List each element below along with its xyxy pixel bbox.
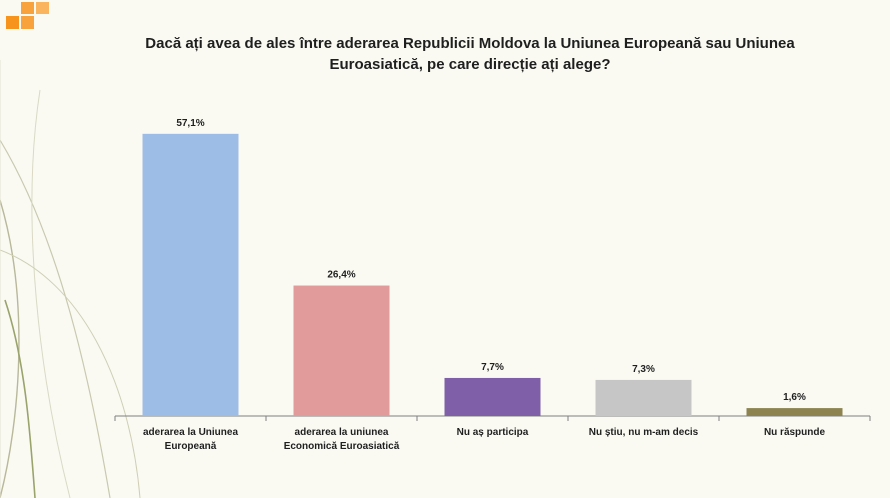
data-label: 7,7% [481,362,504,373]
data-label: 7,3% [632,364,655,375]
chart-title-line-2: Euroasiatică, pe care direcție ați alege… [329,56,611,73]
bar [444,377,541,416]
category-label: Economică Euroasiatică [284,441,400,452]
chart-title-line-1: Dacă ați avea de ales între aderarea Rep… [145,35,795,52]
data-label: 1,6% [783,392,806,403]
data-label: 57,1% [176,118,204,129]
category-label: Nu știu, nu m-am decis [589,427,699,438]
category-label: aderarea la uniunea [295,427,389,438]
bar [746,408,843,416]
category-label: Nu aș participa [457,427,529,438]
category-label: Europeană [165,441,217,452]
category-label: Nu răspunde [764,427,826,438]
data-label: 26,4% [327,270,355,281]
logo-squares [6,2,49,29]
category-label: aderarea la Uniunea [143,427,238,438]
bar [595,379,692,416]
chart-title: Dacă ați avea de ales între aderarea Rep… [95,33,845,75]
bar [142,133,239,416]
bar [293,285,390,416]
